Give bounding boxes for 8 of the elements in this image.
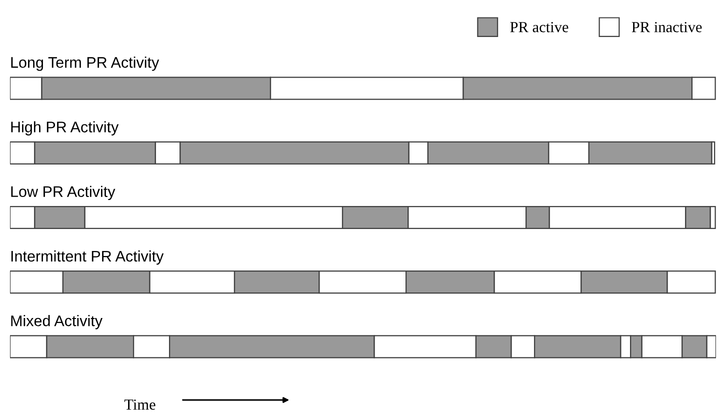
- legend-label: PR active: [510, 22, 568, 32]
- y-tick-label: Long Term PR Activity: [11, 56, 160, 71]
- x-axis-title: Time: [124, 399, 156, 410]
- legend-label: PR inactive: [632, 22, 702, 32]
- y-tick-label: Low PR Activity: [11, 186, 116, 200]
- y-tick-label: Mixed Activity: [11, 315, 103, 330]
- y-tick-label: Intermittent PR Activity: [11, 250, 164, 265]
- y-tick-label: High PR Activity: [11, 121, 119, 136]
